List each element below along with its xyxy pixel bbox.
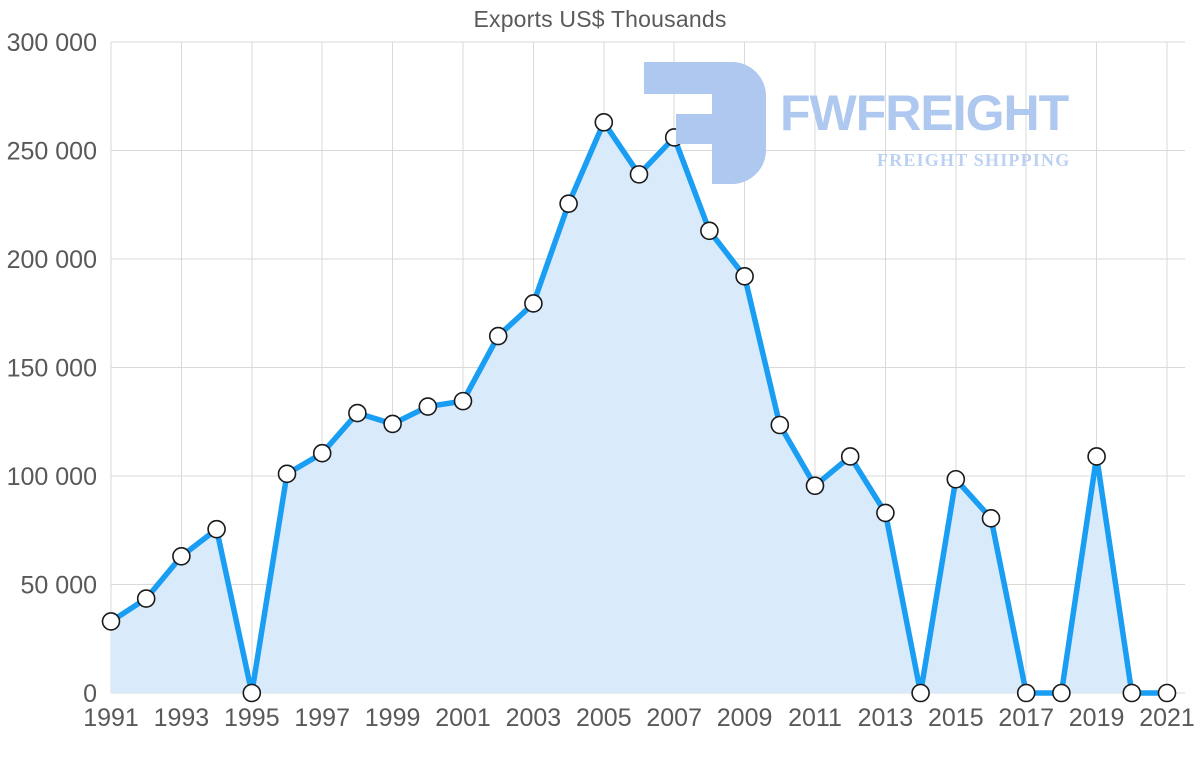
svg-text:2009: 2009 — [717, 704, 773, 732]
svg-text:2011: 2011 — [788, 704, 842, 732]
svg-text:2015: 2015 — [928, 704, 984, 732]
series-area-fill — [111, 122, 1167, 694]
svg-text:2003: 2003 — [506, 704, 562, 732]
svg-text:2021: 2021 — [1139, 704, 1195, 732]
svg-text:300 000: 300 000 — [7, 29, 97, 57]
svg-text:250 000: 250 000 — [7, 138, 97, 166]
x-axis-tick-labels: 1991 1993 1995 1997 1999 2001 2003 2005 2007 2009… — [83, 704, 1195, 732]
series-markers — [101, 112, 1177, 703]
svg-text:1997: 1997 — [294, 704, 350, 732]
svg-text:2013: 2013 — [858, 704, 914, 732]
svg-text:150 000: 150 000 — [7, 355, 97, 383]
svg-text:1999: 1999 — [365, 704, 421, 732]
svg-text:2001: 2001 — [435, 704, 491, 732]
svg-text:1991: 1991 — [83, 704, 139, 732]
svg-text:2017: 2017 — [998, 704, 1054, 732]
svg-text:200 000: 200 000 — [7, 246, 97, 274]
y-axis-tick-labels: 0 50 000 100 000 150 000 200 000 250 000 300 0… — [7, 29, 97, 708]
svg-text:50 000: 50 000 — [21, 572, 97, 600]
svg-text:100 000: 100 000 — [7, 463, 97, 491]
svg-text:1995: 1995 — [224, 704, 280, 732]
svg-text:2005: 2005 — [576, 704, 632, 732]
chart-title: Exports US$ Thousands — [473, 6, 727, 32]
svg-text:0: 0 — [83, 680, 97, 708]
svg-text:2007: 2007 — [646, 704, 702, 732]
svg-text:2019: 2019 — [1069, 704, 1125, 732]
svg-text:1993: 1993 — [154, 704, 210, 732]
